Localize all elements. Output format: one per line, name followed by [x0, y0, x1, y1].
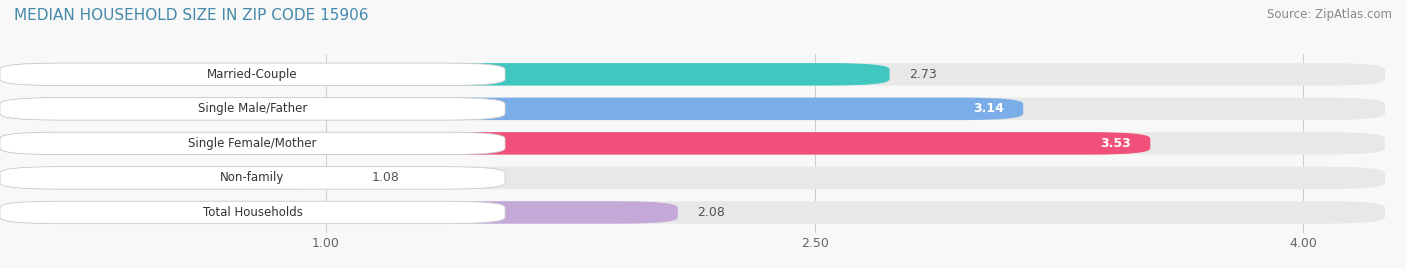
Text: Total Households: Total Households: [202, 206, 302, 219]
FancyBboxPatch shape: [0, 201, 1385, 224]
FancyBboxPatch shape: [0, 132, 1385, 155]
FancyBboxPatch shape: [0, 201, 505, 224]
FancyBboxPatch shape: [0, 98, 505, 120]
Text: 1.08: 1.08: [371, 172, 399, 184]
FancyBboxPatch shape: [0, 167, 505, 189]
Text: Single Female/Mother: Single Female/Mother: [188, 137, 316, 150]
FancyBboxPatch shape: [0, 98, 1024, 120]
Text: 3.53: 3.53: [1099, 137, 1130, 150]
Text: Source: ZipAtlas.com: Source: ZipAtlas.com: [1267, 8, 1392, 21]
FancyBboxPatch shape: [0, 63, 505, 85]
FancyBboxPatch shape: [0, 63, 890, 85]
Text: 3.14: 3.14: [973, 102, 1004, 115]
FancyBboxPatch shape: [0, 63, 1385, 85]
Text: Non-family: Non-family: [221, 172, 285, 184]
FancyBboxPatch shape: [0, 132, 505, 155]
FancyBboxPatch shape: [0, 167, 1385, 189]
FancyBboxPatch shape: [0, 201, 678, 224]
Text: MEDIAN HOUSEHOLD SIZE IN ZIP CODE 15906: MEDIAN HOUSEHOLD SIZE IN ZIP CODE 15906: [14, 8, 368, 23]
Text: Married-Couple: Married-Couple: [207, 68, 298, 81]
Text: 2.08: 2.08: [697, 206, 725, 219]
FancyBboxPatch shape: [0, 167, 352, 189]
FancyBboxPatch shape: [0, 98, 1385, 120]
Text: 2.73: 2.73: [910, 68, 936, 81]
Text: Single Male/Father: Single Male/Father: [198, 102, 308, 115]
FancyBboxPatch shape: [0, 132, 1150, 155]
